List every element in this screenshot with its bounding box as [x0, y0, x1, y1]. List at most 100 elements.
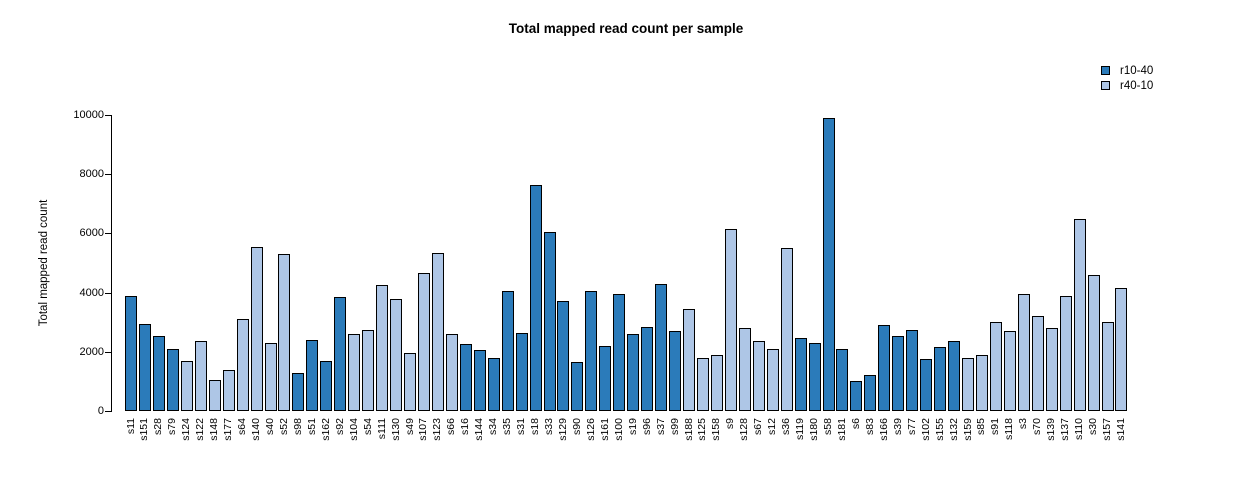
x-tick-label: s130	[389, 418, 402, 441]
y-tick	[105, 351, 111, 353]
y-tick	[105, 233, 111, 235]
x-tick-label: s159	[961, 418, 974, 441]
x-tick-label: s18	[529, 418, 542, 435]
bar-s67	[752, 341, 765, 411]
bar-s111	[376, 285, 389, 411]
bar-s96	[641, 326, 654, 411]
x-tick-label: s91	[989, 418, 1002, 435]
bar-s70	[1031, 316, 1044, 411]
bar-s128	[738, 328, 751, 411]
x-tick-label: s118	[1003, 418, 1016, 440]
x-tick-label: s70	[1031, 418, 1044, 435]
bar-s36	[780, 248, 793, 411]
x-tick-label: s162	[319, 418, 332, 441]
x-tick-label: s122	[194, 418, 207, 441]
bar-s130	[390, 298, 403, 411]
bar-s34	[487, 357, 500, 411]
bar-s126	[585, 291, 598, 411]
x-tick-label: s137	[1059, 418, 1072, 441]
x-tick-label: s77	[905, 418, 918, 435]
y-tick	[105, 115, 111, 116]
x-tick-label: s37	[654, 418, 667, 435]
bar-s119	[794, 338, 807, 411]
x-tick-label: s144	[473, 418, 486, 441]
bar-s148	[208, 379, 221, 411]
bar-s98	[292, 372, 305, 411]
bar-s40	[264, 342, 277, 411]
x-tick-label: s98	[291, 418, 304, 435]
legend-item-r40-10: r40-10	[1101, 78, 1153, 93]
x-tick-label: s151	[138, 418, 151, 441]
x-tick-label: s119	[794, 418, 807, 440]
bar-s30	[1087, 274, 1100, 411]
bar-s54	[362, 329, 375, 411]
bar-s19	[627, 334, 640, 411]
x-tick-label: s188	[682, 418, 695, 441]
bar-s122	[194, 341, 207, 411]
x-tick-label: s34	[487, 418, 500, 435]
bar-s28	[152, 335, 165, 411]
bar-s3	[1017, 294, 1030, 411]
bar-s188	[683, 308, 695, 411]
bar-s181	[836, 348, 849, 411]
bar-s85	[975, 354, 988, 411]
y-tick-label: 4000	[79, 286, 104, 299]
x-tick-label: s102	[919, 418, 932, 441]
bar-s100	[613, 294, 626, 411]
bar-s52	[278, 254, 291, 411]
y-tick-label: 2000	[79, 345, 104, 358]
x-tick-label: s157	[1101, 418, 1113, 441]
bar-s83	[864, 375, 877, 411]
bar-s102	[920, 359, 933, 411]
x-tick-label: s85	[975, 418, 988, 435]
x-tick-label: s180	[808, 418, 821, 441]
x-tick-label: s99	[668, 418, 681, 435]
x-tick-label: s30	[1087, 418, 1100, 435]
x-tick-label: s67	[752, 418, 765, 435]
bar-s18	[529, 184, 542, 411]
x-tick-label: s104	[347, 418, 360, 441]
bar-s110	[1073, 218, 1086, 411]
bar-s159	[962, 357, 974, 411]
x-tick-label: s83	[863, 418, 876, 435]
legend-swatch-r10-40	[1101, 66, 1110, 75]
x-tick-label: s140	[250, 418, 263, 441]
bar-s6	[850, 381, 863, 411]
bar-s144	[473, 350, 486, 411]
bar-s166	[878, 325, 891, 411]
bar-s118	[1003, 331, 1016, 411]
bar-s141	[1115, 288, 1128, 411]
x-tick-label: s141	[1114, 418, 1127, 441]
y-tick-label: 10000	[73, 109, 104, 121]
x-tick-label: s128	[738, 418, 751, 441]
x-tick-label: s139	[1045, 418, 1058, 441]
bar-s137	[1059, 295, 1072, 411]
bar-s139	[1045, 328, 1058, 411]
bar-s31	[515, 332, 528, 411]
x-tick-label: s35	[501, 418, 514, 435]
bar-s39	[892, 335, 905, 411]
legend-item-r10-40: r10-40	[1101, 63, 1153, 78]
bar-s12	[766, 348, 779, 411]
x-tick-label: s123	[431, 418, 444, 441]
x-tick-label: s36	[780, 418, 793, 435]
bar-s64	[236, 319, 249, 411]
legend-swatch-r40-10	[1101, 81, 1110, 90]
x-tick-label: s49	[403, 418, 416, 435]
bar-s37	[655, 283, 668, 411]
x-tick-label: s111	[375, 418, 388, 440]
bar-s162	[320, 360, 333, 411]
bar-s104	[348, 334, 361, 411]
bar-s9	[724, 228, 737, 411]
x-tick-label: s92	[333, 418, 346, 435]
bar-s157	[1101, 322, 1114, 411]
chart-title: Total mapped read count per sample	[508, 21, 744, 36]
bar-s66	[445, 334, 458, 411]
x-tick-label: s19	[626, 418, 639, 435]
bar-s151	[138, 323, 151, 411]
y-tick	[105, 411, 111, 412]
bar-s91	[989, 322, 1002, 411]
x-tick-label: s90	[570, 418, 583, 435]
x-tick-label: s124	[180, 418, 193, 441]
